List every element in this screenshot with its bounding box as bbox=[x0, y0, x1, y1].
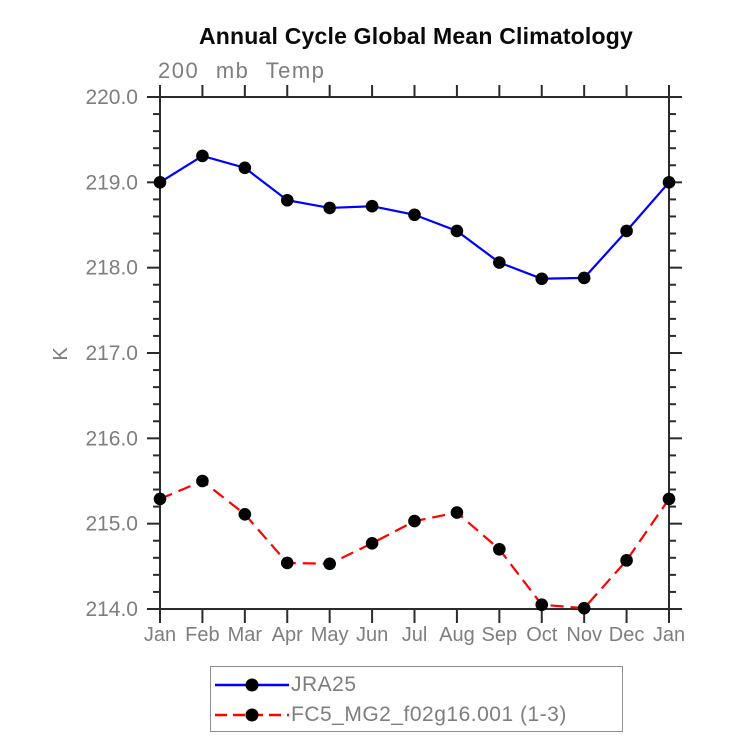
x-axis-ticks bbox=[159, 85, 670, 623]
svg-text:Jan: Jan bbox=[144, 624, 176, 646]
chart-title: Annual Cycle Global Mean Climatology bbox=[198, 23, 634, 49]
svg-text:Dec: Dec bbox=[609, 624, 645, 646]
x-axis-tick-labels: Jan Feb Mar Apr May Jun Jul Aug Sep Oct Nov Dec Jan bbox=[144, 624, 685, 646]
legend-line-sample bbox=[215, 708, 289, 722]
svg-text:220.0: 220.0 bbox=[85, 86, 138, 109]
svg-text:216.0: 216.0 bbox=[85, 427, 138, 450]
svg-text:218.0: 218.0 bbox=[85, 257, 138, 280]
legend-item: FC5_MG2_f02g16.001 (1-3) bbox=[211, 700, 622, 730]
svg-text:Jun: Jun bbox=[356, 624, 388, 646]
legend-series-label: FC5_MG2_f02g16.001 (1-3) bbox=[291, 703, 567, 726]
svg-text:Oct: Oct bbox=[526, 624, 558, 646]
svg-text:Feb: Feb bbox=[185, 624, 219, 646]
legend: JRA25 FC5_MG2_f02g16.001 (1-3) bbox=[210, 666, 623, 732]
svg-text:Jul: Jul bbox=[402, 624, 428, 646]
svg-text:219.0: 219.0 bbox=[85, 171, 138, 194]
svg-text:Apr: Apr bbox=[272, 624, 303, 646]
y-axis-ticks bbox=[147, 96, 682, 610]
svg-text:Aug: Aug bbox=[439, 624, 475, 646]
chart-subtitle: 200 mb Temp bbox=[158, 58, 326, 83]
series-markers bbox=[153, 149, 676, 615]
svg-text:Nov: Nov bbox=[566, 624, 602, 646]
legend-item: JRA25 bbox=[211, 670, 622, 700]
legend-line-sample bbox=[215, 678, 289, 692]
series-lines bbox=[159, 154, 670, 610]
svg-text:May: May bbox=[311, 624, 349, 646]
axis-frame bbox=[159, 96, 670, 610]
svg-text:214.0: 214.0 bbox=[85, 598, 138, 621]
svg-text:217.0: 217.0 bbox=[85, 342, 138, 365]
svg-text:Jan: Jan bbox=[653, 624, 685, 646]
svg-text:215.0: 215.0 bbox=[85, 513, 138, 536]
y-axis-tick-labels: 214.0 215.0 216.0 217.0 218.0 219.0 220.0 bbox=[85, 86, 138, 621]
svg-text:Mar: Mar bbox=[228, 624, 263, 646]
legend-series-label: JRA25 bbox=[291, 673, 357, 696]
svg-text:Sep: Sep bbox=[482, 624, 518, 646]
